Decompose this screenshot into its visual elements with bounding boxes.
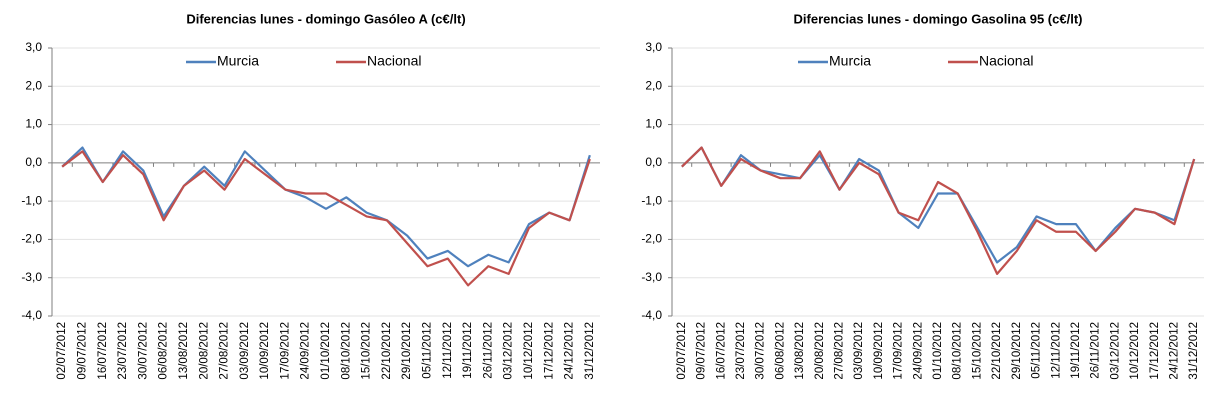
- legend-label: Nacional: [367, 53, 421, 69]
- x-tick-label: 30/07/2012: [755, 322, 767, 380]
- x-tick-label: 17/09/2012: [893, 322, 905, 380]
- x-tick-label: 05/11/2012: [422, 322, 434, 379]
- series-line: [61, 150, 591, 287]
- x-tick-label: 17/12/2012: [1149, 322, 1161, 380]
- x-tick-label: 26/11/2012: [482, 322, 494, 379]
- y-tick-label: 2,0: [25, 78, 42, 92]
- x-tick-label: 20/08/2012: [814, 322, 826, 380]
- x-tick-label: 17/09/2012: [279, 322, 291, 380]
- x-tick-label: 23/07/2012: [117, 322, 129, 380]
- y-tick-label: 0,0: [25, 155, 42, 169]
- chart-title: Diferencias lunes - domingo Gasolina 95 …: [794, 11, 1083, 26]
- series-line: [681, 146, 1196, 275]
- x-tick-label: 16/07/2012: [715, 322, 727, 380]
- series-line: [681, 146, 1196, 264]
- y-tick-label: 3,0: [25, 40, 42, 54]
- x-tick-label: 12/11/2012: [442, 322, 454, 379]
- x-tick-label: 24/12/2012: [564, 322, 576, 380]
- x-tick-label: 01/10/2012: [320, 322, 332, 380]
- y-tick-label: -2,0: [21, 232, 42, 246]
- x-tick-label: 13/08/2012: [178, 322, 190, 380]
- x-tick-label: 23/07/2012: [735, 322, 747, 380]
- x-tick-label: 03/09/2012: [239, 322, 251, 380]
- x-tick-label: 03/12/2012: [503, 322, 515, 380]
- x-tick-label: 02/07/2012: [56, 322, 68, 380]
- x-tick-label: 13/08/2012: [794, 322, 806, 380]
- series-line: [61, 146, 591, 268]
- x-tick-label: 06/08/2012: [774, 322, 786, 380]
- y-tick-label: 3,0: [645, 40, 662, 54]
- x-tick-label: 30/07/2012: [137, 322, 149, 380]
- x-tick-label: 05/11/2012: [1031, 322, 1043, 379]
- x-tick-label: 12/11/2012: [1050, 322, 1062, 379]
- x-tick-label: 19/11/2012: [462, 322, 474, 379]
- chart-title: Diferencias lunes - domingo Gasóleo A (c…: [186, 11, 465, 26]
- x-tick-label: 26/11/2012: [1090, 322, 1102, 379]
- x-tick-label: 24/09/2012: [300, 322, 312, 380]
- y-tick-label: -4,0: [21, 308, 42, 322]
- x-tick-label: 22/10/2012: [991, 322, 1003, 380]
- x-tick-label: 24/09/2012: [912, 322, 924, 380]
- x-tick-label: 09/07/2012: [76, 322, 88, 380]
- x-tick-label: 20/08/2012: [198, 322, 210, 380]
- y-tick-label: 2,0: [645, 78, 662, 92]
- y-tick-label: 1,0: [645, 117, 662, 131]
- y-tick-label: -1,0: [21, 193, 42, 207]
- x-tick-label: 08/10/2012: [952, 322, 964, 380]
- x-tick-label: 03/09/2012: [853, 322, 865, 380]
- x-tick-label: 15/10/2012: [361, 322, 373, 380]
- x-tick-label: 27/08/2012: [834, 322, 846, 380]
- x-tick-label: 24/12/2012: [1168, 322, 1180, 380]
- y-tick-label: -3,0: [21, 270, 42, 284]
- y-tick-label: -2,0: [641, 232, 662, 246]
- chart: Diferencias lunes - domingo Gasóleo A (c…: [21, 11, 600, 380]
- x-tick-label: 01/10/2012: [932, 322, 944, 380]
- x-tick-label: 10/12/2012: [523, 322, 535, 380]
- y-tick-label: -3,0: [641, 270, 662, 284]
- x-tick-label: 22/10/2012: [381, 322, 393, 380]
- x-tick-label: 09/07/2012: [696, 322, 708, 380]
- legend-label: Nacional: [979, 53, 1033, 69]
- legend-label: Murcia: [829, 53, 871, 69]
- x-tick-label: 10/09/2012: [259, 322, 271, 380]
- x-tick-label: 10/12/2012: [1129, 322, 1141, 380]
- x-tick-label: 31/12/2012: [1188, 322, 1200, 380]
- x-tick-label: 02/07/2012: [676, 322, 688, 380]
- x-tick-label: 15/10/2012: [971, 322, 983, 380]
- x-tick-label: 31/12/2012: [584, 322, 596, 380]
- y-tick-label: -4,0: [641, 308, 662, 322]
- x-tick-label: 29/10/2012: [401, 322, 413, 380]
- x-tick-label: 16/07/2012: [97, 322, 109, 380]
- y-tick-label: 0,0: [645, 155, 662, 169]
- x-tick-label: 29/10/2012: [1011, 322, 1023, 380]
- y-tick-label: -1,0: [641, 193, 662, 207]
- x-tick-label: 08/10/2012: [340, 322, 352, 380]
- x-tick-label: 10/09/2012: [873, 322, 885, 380]
- legend-label: Murcia: [217, 53, 259, 69]
- x-tick-label: 17/12/2012: [543, 322, 555, 380]
- y-tick-label: 1,0: [25, 117, 42, 131]
- x-tick-label: 19/11/2012: [1070, 322, 1082, 379]
- x-tick-label: 03/12/2012: [1109, 322, 1121, 380]
- chart: Diferencias lunes - domingo Gasolina 95 …: [641, 11, 1204, 380]
- x-tick-label: 27/08/2012: [219, 322, 231, 380]
- x-tick-label: 06/08/2012: [158, 322, 170, 380]
